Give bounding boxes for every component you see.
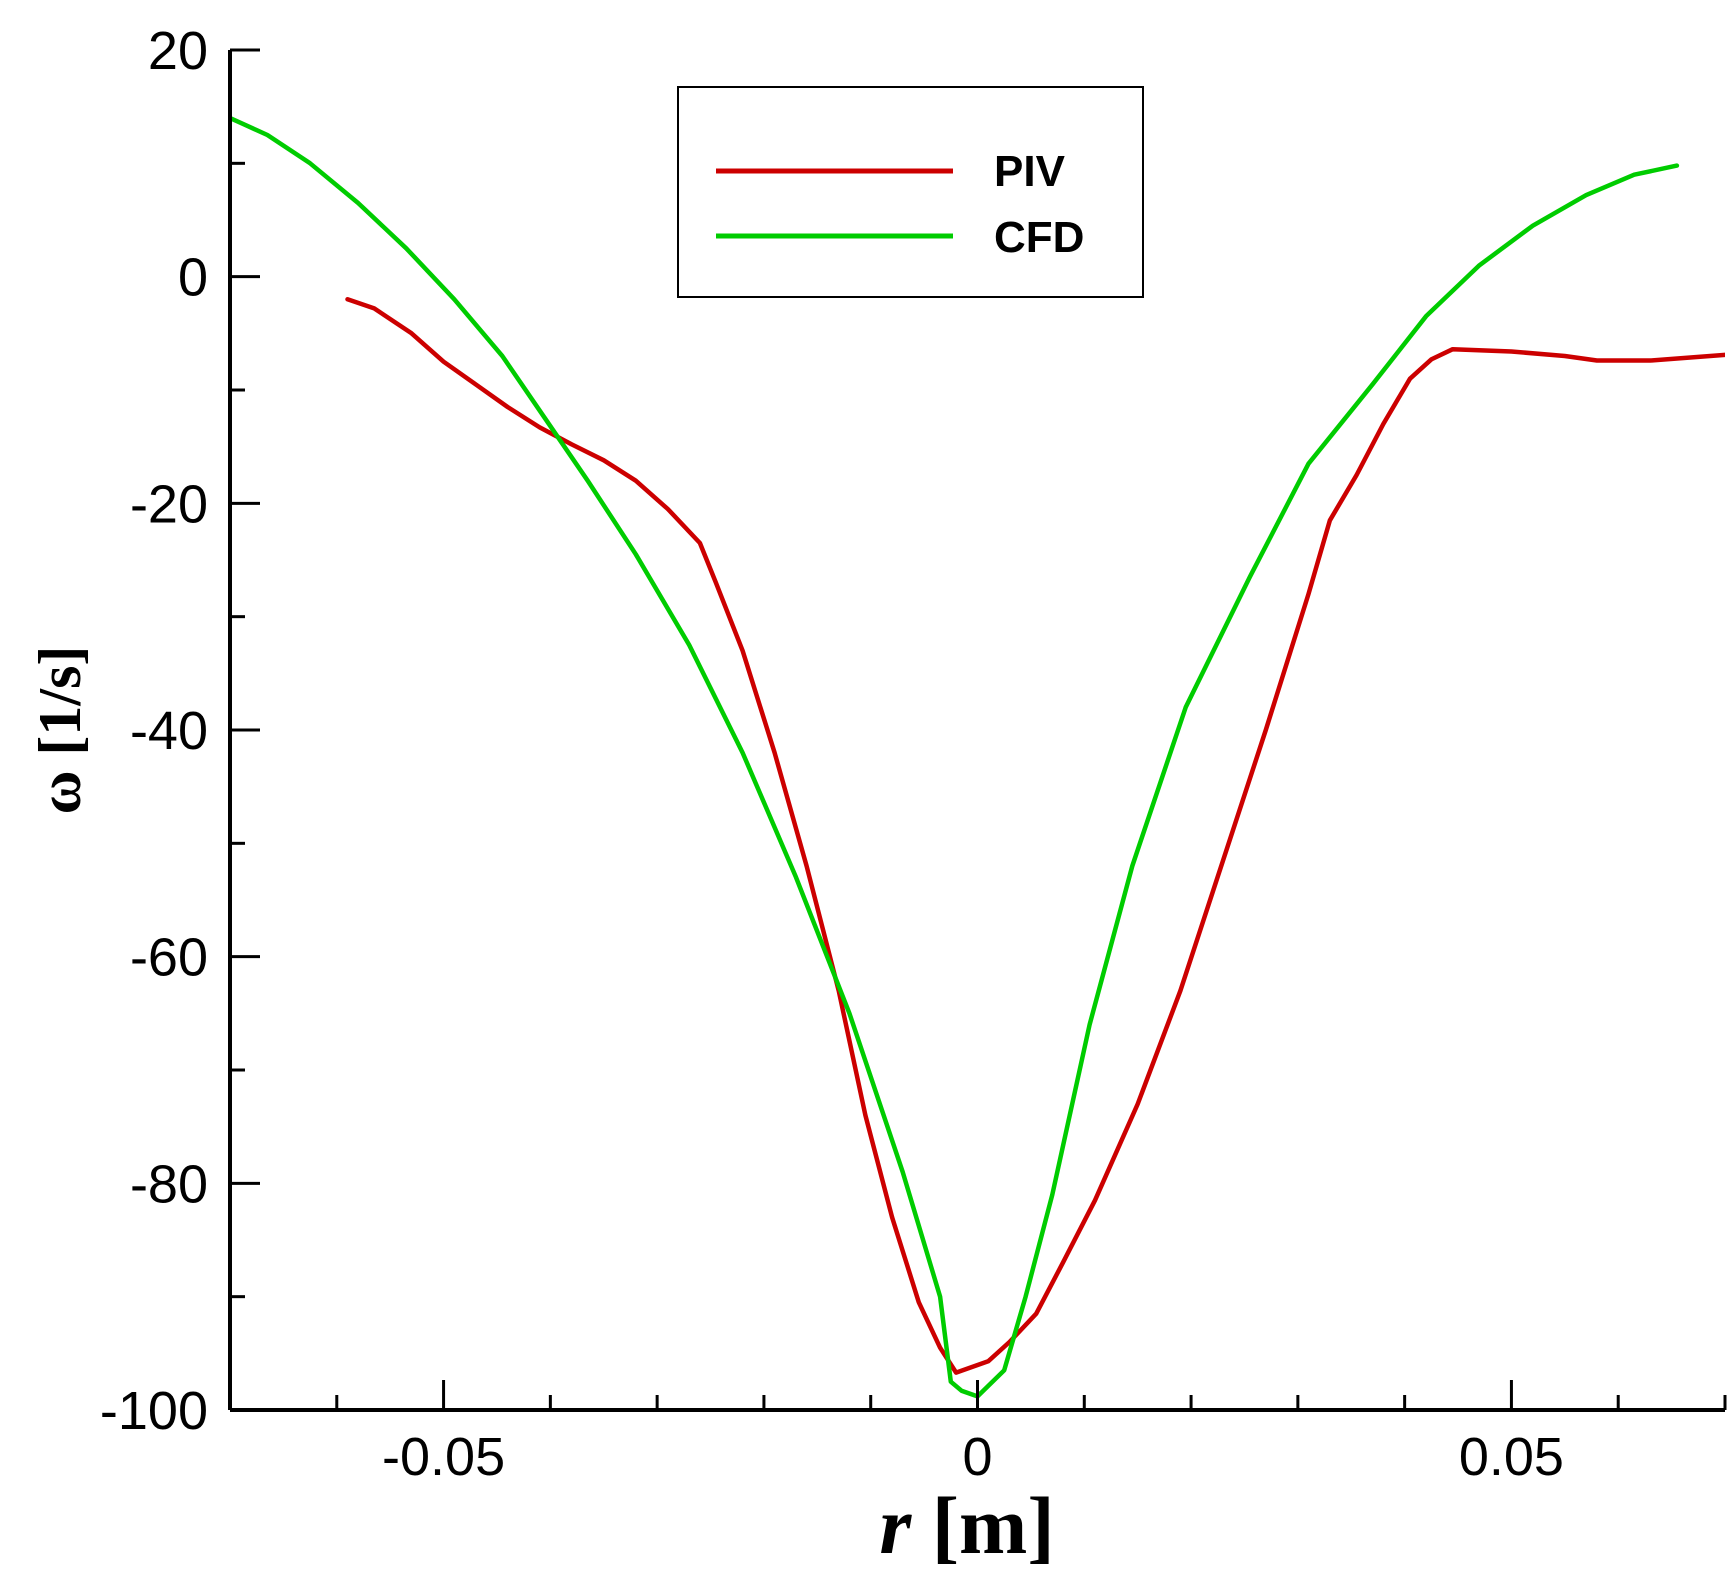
- x-axis-var: r: [879, 1480, 912, 1571]
- y-ticks: 20 0 -20 -40 -60 -80 -100: [100, 21, 260, 1441]
- y-tick-label: -60: [130, 928, 208, 988]
- legend-label-piv: PIV: [994, 147, 1066, 196]
- x-tick-label: 0.05: [1459, 1427, 1564, 1487]
- legend: PIV CFD: [677, 86, 1144, 298]
- y-tick-label: 20: [148, 21, 208, 81]
- series-line-cfd: [230, 115, 1680, 1399]
- y-tick-label: -100: [100, 1381, 208, 1441]
- y-tick-label: 0: [178, 248, 208, 308]
- x-tick-label: 0: [962, 1427, 992, 1487]
- series-layer: [230, 115, 1725, 1399]
- legend-box: [677, 86, 1144, 298]
- x-axis-unit: [m]: [911, 1480, 1054, 1571]
- series-line-piv: [345, 297, 1725, 1375]
- x-tick-label: -0.05: [382, 1427, 505, 1487]
- x-axis-title: r [m]: [879, 1480, 1054, 1571]
- legend-label-cfd: CFD: [994, 213, 1084, 262]
- x-ticks: -0.05 0 0.05: [228, 1380, 1727, 1487]
- y-tick-label: -80: [130, 1154, 208, 1214]
- y-tick-label: -40: [130, 701, 208, 761]
- y-axis-title: ω [1/s]: [27, 646, 93, 815]
- y-tick-label: -20: [130, 474, 208, 534]
